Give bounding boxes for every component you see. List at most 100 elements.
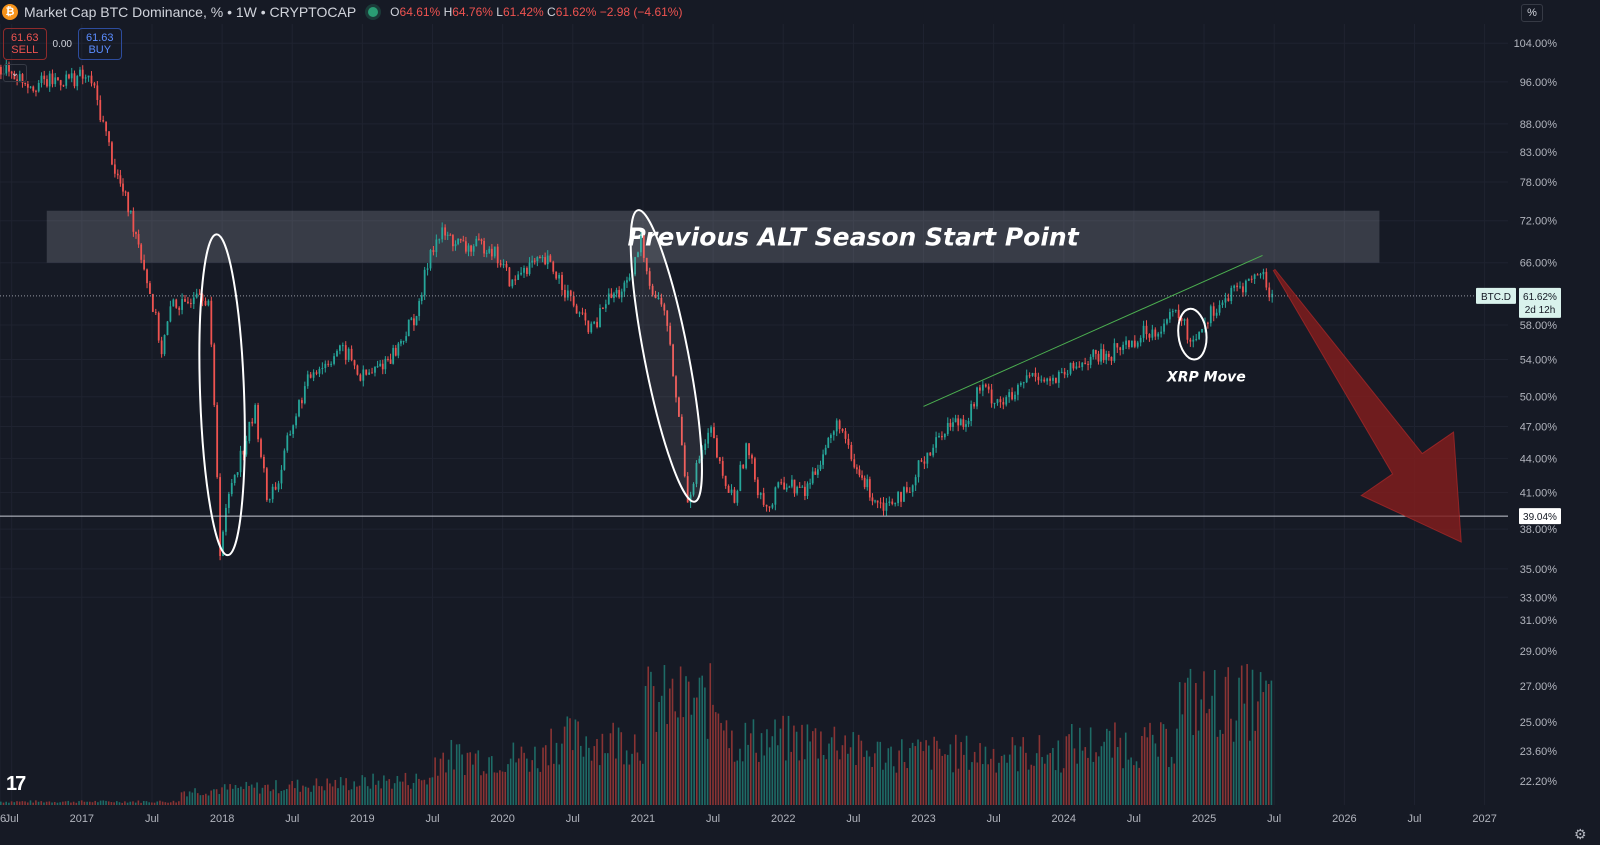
volume-bar	[666, 724, 668, 805]
volume-bar	[493, 772, 496, 805]
candle-body	[990, 389, 993, 404]
candle-body	[187, 301, 189, 304]
zone-label: Previous ALT Season Start Point	[627, 223, 1079, 252]
candle-body	[499, 263, 502, 266]
candle-body	[1116, 343, 1119, 348]
volume-bar	[960, 742, 962, 805]
candle-body	[1139, 337, 1142, 343]
volume-bar	[1060, 772, 1062, 805]
volume-bar	[763, 755, 766, 805]
volume-bar	[366, 786, 369, 805]
candle-body	[920, 460, 923, 462]
volume-bar	[410, 788, 412, 805]
candle-body	[1250, 278, 1253, 280]
volume-bar	[933, 736, 935, 805]
collapse-legend-button[interactable]: ⌄	[3, 64, 27, 82]
candle-body	[993, 402, 996, 404]
volume-bar	[213, 789, 215, 805]
candle-body	[1049, 378, 1051, 381]
volume-bar	[294, 788, 296, 805]
sell-button[interactable]: 61.63 SELL	[3, 28, 47, 60]
candle-body	[1125, 340, 1127, 345]
candle-body	[65, 74, 68, 86]
candle-body	[1133, 340, 1136, 347]
volume-bar	[1211, 695, 1213, 805]
candle-body	[111, 142, 113, 165]
candle-body	[493, 246, 496, 257]
tradingview-logo-icon[interactable]: 17	[6, 773, 26, 795]
candle-body	[90, 75, 93, 84]
volume-bar	[80, 800, 83, 805]
volume-bar	[59, 802, 61, 805]
buy-button[interactable]: 61.63 BUY	[78, 28, 122, 60]
x-tick-label: Jul	[285, 813, 299, 825]
volume-bar	[507, 764, 509, 805]
candle-body	[356, 365, 359, 375]
volume-bar	[968, 769, 971, 805]
candle-body	[672, 344, 674, 377]
volume-bar	[51, 802, 53, 805]
candle-body	[1100, 349, 1102, 362]
candle-body	[1218, 305, 1221, 313]
candle-body	[575, 305, 578, 314]
scale-mode-button[interactable]: %	[1521, 4, 1543, 22]
volume-bar	[536, 768, 539, 805]
candle-body	[707, 432, 710, 444]
candle-body	[160, 340, 163, 355]
volume-bar	[1246, 664, 1248, 805]
candle-body	[306, 374, 309, 387]
volume-bar	[844, 735, 846, 805]
candle-body	[51, 73, 54, 85]
candle-body	[137, 234, 140, 245]
candle-body	[1206, 322, 1209, 324]
candle-body	[858, 469, 861, 476]
volume-bar	[852, 732, 855, 805]
volume-bar	[353, 781, 355, 805]
candle-body	[610, 293, 613, 298]
candle-body	[866, 479, 869, 488]
candle-body	[765, 504, 768, 507]
volume-tick-label: 31.00%	[1520, 615, 1558, 627]
candle-body	[698, 458, 701, 463]
volume-bar	[302, 785, 304, 805]
x-tick-label: 2017	[70, 813, 94, 825]
candle-body	[822, 454, 824, 465]
candle-body	[1195, 338, 1198, 340]
candle-body	[365, 369, 368, 375]
volume-bar	[32, 802, 34, 805]
candle-body	[827, 438, 830, 448]
candle-body	[816, 469, 819, 475]
candle-body	[309, 374, 312, 378]
candle-body	[124, 191, 127, 193]
volume-bar	[1219, 729, 1221, 805]
candle-body	[623, 282, 626, 292]
volume-bar	[531, 760, 534, 805]
volume-bar	[774, 719, 776, 805]
candle-body	[251, 421, 254, 424]
candle-body	[1151, 329, 1154, 338]
candle-body	[905, 487, 908, 492]
volume-bar	[542, 747, 544, 805]
volume-bar	[169, 802, 172, 805]
volume-bar	[199, 795, 202, 805]
candle-body	[526, 267, 528, 274]
gear-icon[interactable]: ⚙	[1574, 826, 1587, 842]
candle-body	[277, 483, 280, 490]
candle-body	[76, 75, 79, 87]
volume-bar	[323, 790, 326, 805]
volume-bar	[998, 762, 1000, 805]
candle-body	[814, 471, 817, 475]
candle-body	[780, 482, 783, 484]
market-status-icon[interactable]	[368, 7, 379, 17]
volume-bar	[679, 666, 682, 805]
volume-bar	[1111, 757, 1114, 805]
volume-bar	[593, 746, 596, 805]
volume-bar	[299, 791, 302, 805]
symbol-title[interactable]: Market Cap BTC Dominance, % • 1W • CRYPT…	[24, 4, 357, 20]
candle-body	[444, 227, 447, 236]
y-tick-label: 104.00%	[1514, 38, 1558, 50]
candle-body	[35, 90, 37, 92]
volume-bar	[917, 739, 919, 805]
candle-body	[449, 234, 452, 236]
